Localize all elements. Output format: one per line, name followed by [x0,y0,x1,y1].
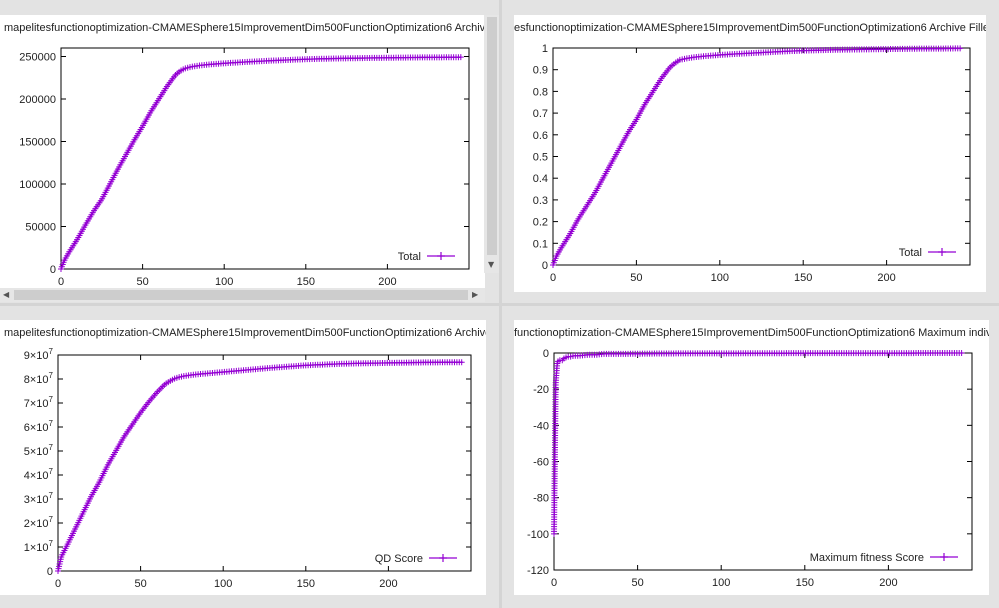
x-tick-label: 50 [631,577,643,589]
x-tick-label: 100 [215,276,233,288]
chart-archive-filled-bins: 0 50 100 150 200 0 0.1 0.2 0.3 0.4 0.5 0.6 0.7 0.8 0.9… [533,43,971,284]
legend-label: Total [899,247,922,259]
x-tick-label: 200 [379,578,397,590]
chart-maximum-individual: 0 50 100 150 200 -120 -100 -80 -60 -40 -20 0 Maximum… [527,348,973,589]
y-tick-label: -60 [533,457,549,469]
series-line [553,352,964,534]
y-tick-label: 0 [542,260,548,272]
x-tick-label: 150 [297,578,315,590]
x-tick-label: 0 [58,276,64,288]
x-tick-label: 150 [796,577,814,589]
y-tick-label: 0.4 [533,173,548,185]
chart-archive-filled: 0 50 100 150 200 0 50000 100000 150000 200000 2500… [19,47,470,288]
y-tick-label: -80 [533,493,549,505]
vertical-scrollbar-track[interactable]: ▼ [485,15,499,273]
series-line [57,361,463,572]
y-tick-label: 1×107 [24,539,54,554]
y-tick-label: 0.2 [533,217,548,229]
x-tick-label: 100 [214,578,232,590]
data-point-marker [957,45,964,52]
y-tick-label: 0 [50,264,56,276]
y-tick-label: 2×107 [24,515,54,530]
y-tick-label: 0.7 [533,108,548,120]
legend-marker [439,554,447,562]
chart-title: functionoptimization-CMAMESphere15Improv… [514,327,989,339]
data-point-marker [458,359,465,366]
scroll-down-arrow-icon[interactable]: ▼ [488,260,495,269]
y-tick-label: 150000 [19,137,56,149]
y-tick-label: -20 [533,384,549,396]
chart-panel-archive-qd: mapelitesfunctionoptimization-CMAMESpher… [0,320,486,595]
y-tick-label: 7×107 [24,395,54,410]
data-point-marker [457,54,464,61]
y-tick-label: 0.9 [533,65,548,77]
y-tick-label: 9×107 [24,347,54,362]
chart-panel-archive-filled-bins: esfunctionoptimization-CMAMESphere15Impr… [514,15,986,292]
x-tick-label: 50 [630,272,642,284]
y-tick-label: 200000 [19,94,56,106]
y-tick-label: 100000 [19,179,56,191]
window-divider[interactable] [0,303,999,306]
scroll-right-arrow-icon[interactable]: ▶ [472,290,479,299]
x-tick-label: 0 [551,577,557,589]
chart-title: mapelitesfunctionoptimization-CMAMESpher… [4,327,486,339]
scrollbar-thumb[interactable] [14,290,468,300]
y-tick-label: 50000 [25,222,56,234]
x-tick-label: 0 [55,578,61,590]
chart-panel-archive-filled: mapelitesfunctionoptimization-CMAMESpher… [0,15,485,288]
y-tick-label: 1 [542,43,548,55]
y-tick-label: -120 [527,565,549,577]
x-tick-label: 200 [378,276,396,288]
y-tick-label: 0.8 [533,86,548,98]
legend-label: QD Score [375,553,423,565]
y-tick-label: 0.6 [533,130,548,142]
x-tick-label: 200 [879,577,897,589]
y-tick-label: -100 [527,529,549,541]
legend-label: Maximum fitness Score [810,552,924,564]
legend-label: Total [398,251,421,263]
y-tick-label: 4×107 [24,467,54,482]
x-tick-label: 50 [136,276,148,288]
legend-marker [938,248,946,256]
scroll-left-arrow-icon[interactable]: ◀ [3,290,10,299]
x-tick-label: 150 [794,272,812,284]
chart-title: esfunctionoptimization-CMAMESphere15Impr… [514,22,986,34]
y-tick-label: 0 [47,566,53,578]
legend-marker [437,252,445,260]
chart-panel-maximum-individual: functionoptimization-CMAMESphere15Improv… [514,320,989,595]
scrollbar-thumb[interactable] [487,17,497,255]
x-tick-label: 50 [134,578,146,590]
x-tick-label: 100 [711,272,729,284]
plot-frame [57,354,472,572]
vertical-scrollbar[interactable] [484,15,485,273]
horizontal-scrollbar-track[interactable]: ◀ ▶ [0,288,485,302]
data-point-marker [958,350,965,357]
y-tick-label: 0.3 [533,195,548,207]
x-tick-label: 200 [877,272,895,284]
y-tick-label: 6×107 [24,419,54,434]
x-tick-label: 100 [712,577,730,589]
y-tick-label: 5×107 [24,443,54,458]
plot-frame [60,47,470,270]
legend-marker [940,553,948,561]
y-tick-label: 3×107 [24,491,54,506]
chart-archive-qd: 0 50 100 150 200 0 1×107 2×107 3×107 4×107 5×107 6×… [24,347,472,590]
y-tick-label: 250000 [19,52,56,64]
y-tick-label: 0.1 [533,238,548,250]
y-tick-label: 0.5 [533,152,548,164]
x-tick-label: 0 [550,272,556,284]
y-tick-label: -40 [533,420,549,432]
y-tick-label: 8×107 [24,371,54,386]
chart-title: mapelitesfunctionoptimization-CMAMESpher… [4,22,485,34]
plot-frame [553,352,973,571]
y-tick-label: 0 [543,348,549,360]
x-tick-label: 150 [297,276,315,288]
